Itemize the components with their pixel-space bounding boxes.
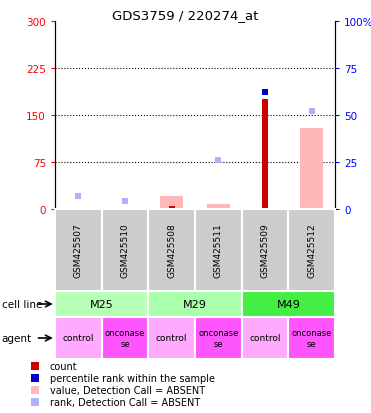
FancyBboxPatch shape	[288, 317, 335, 359]
Text: GDS3759 / 220274_at: GDS3759 / 220274_at	[112, 9, 259, 22]
FancyBboxPatch shape	[288, 209, 335, 291]
Text: GSM425507: GSM425507	[74, 223, 83, 278]
Bar	[309, 208, 315, 209]
Bar	[262, 100, 268, 209]
FancyBboxPatch shape	[148, 209, 195, 291]
Bar	[75, 208, 81, 209]
FancyBboxPatch shape	[195, 317, 242, 359]
Bar	[169, 206, 175, 209]
FancyBboxPatch shape	[242, 317, 288, 359]
Text: rank, Detection Call = ABSENT: rank, Detection Call = ABSENT	[50, 397, 200, 407]
Text: control: control	[156, 334, 187, 343]
Text: value, Detection Call = ABSENT: value, Detection Call = ABSENT	[50, 385, 205, 395]
Text: GSM425508: GSM425508	[167, 223, 176, 278]
FancyBboxPatch shape	[102, 317, 148, 359]
Text: control: control	[63, 334, 94, 343]
FancyBboxPatch shape	[195, 209, 242, 291]
FancyBboxPatch shape	[55, 209, 102, 291]
Text: M49: M49	[276, 299, 300, 309]
FancyBboxPatch shape	[148, 291, 242, 317]
Text: M25: M25	[90, 299, 114, 309]
Text: GSM425510: GSM425510	[121, 223, 129, 278]
FancyBboxPatch shape	[55, 317, 102, 359]
FancyBboxPatch shape	[55, 291, 148, 317]
Text: percentile rank within the sample: percentile rank within the sample	[50, 373, 215, 383]
FancyBboxPatch shape	[102, 209, 148, 291]
Text: GSM425509: GSM425509	[260, 223, 269, 278]
FancyBboxPatch shape	[242, 209, 288, 291]
Text: cell line: cell line	[2, 299, 42, 309]
Text: onconase
se: onconase se	[105, 328, 145, 348]
Text: onconase
se: onconase se	[292, 328, 332, 348]
Text: agent: agent	[2, 333, 32, 343]
FancyBboxPatch shape	[148, 317, 195, 359]
Text: control: control	[249, 334, 281, 343]
Text: GSM425512: GSM425512	[307, 223, 316, 278]
Text: onconase
se: onconase se	[198, 328, 239, 348]
Text: M29: M29	[183, 299, 207, 309]
Bar	[160, 197, 183, 209]
Text: count: count	[50, 361, 78, 371]
FancyBboxPatch shape	[242, 291, 335, 317]
Bar	[300, 128, 324, 209]
Bar	[122, 208, 128, 209]
Bar	[207, 204, 230, 209]
Text: GSM425511: GSM425511	[214, 223, 223, 278]
Bar	[216, 208, 221, 209]
